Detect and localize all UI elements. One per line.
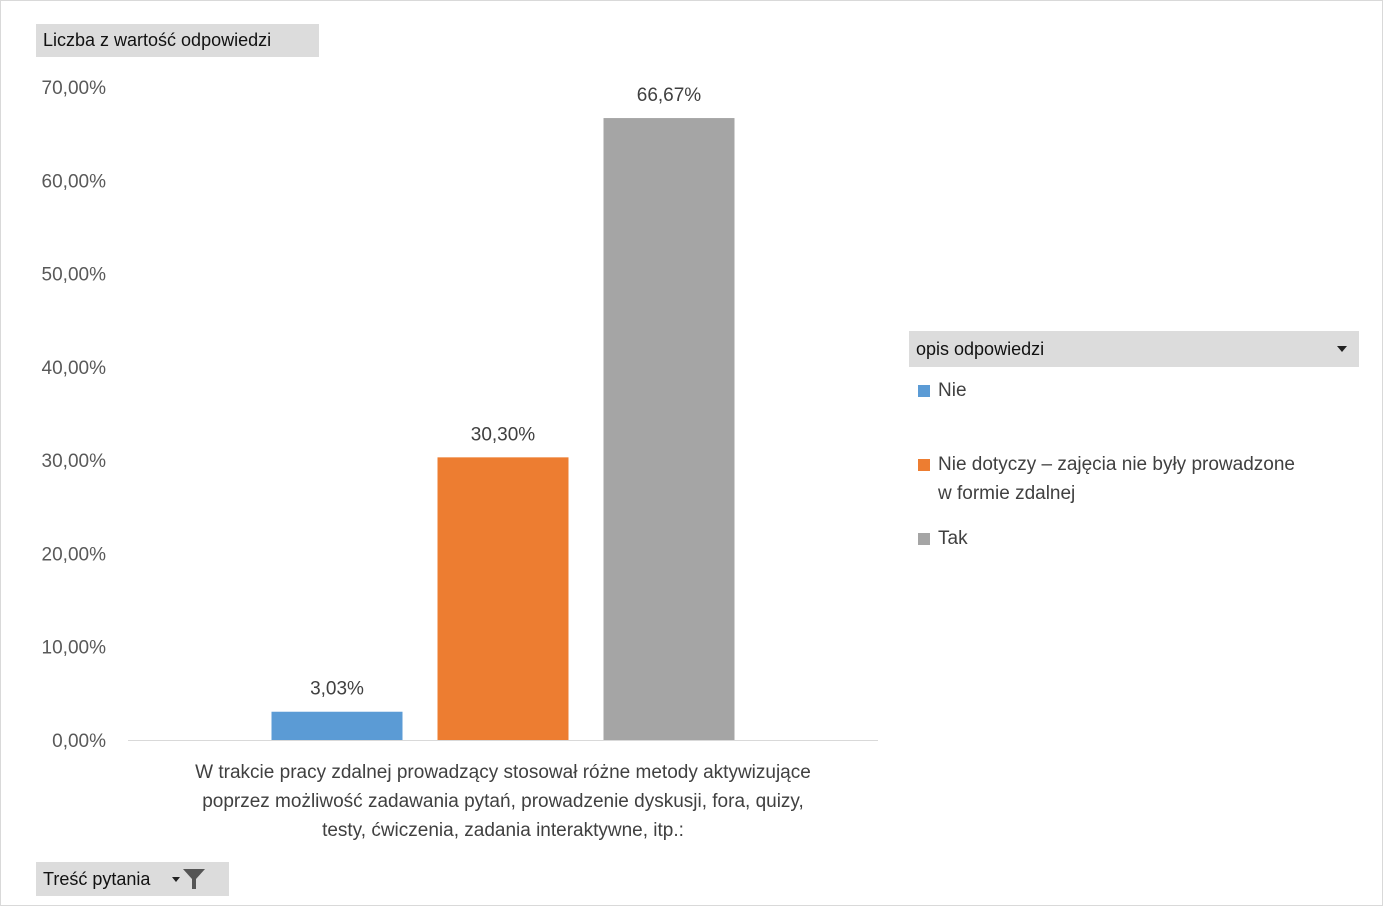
filter-dropdown[interactable] — [172, 867, 206, 891]
chevron-down-icon — [1337, 346, 1347, 352]
data-label: 30,30% — [471, 424, 536, 445]
legend-field-label: opis odpowiedzi — [916, 338, 1045, 359]
y-tick-label: 40,00% — [42, 358, 107, 379]
y-tick-label: 20,00% — [42, 544, 107, 565]
legend: Nie Nie dotyczy – zajęcia nie były prowa… — [918, 376, 1368, 553]
legend-label-line: Nie dotyczy – zajęcia nie były prowadzon… — [938, 454, 1295, 475]
y-tick-label: 60,00% — [42, 171, 107, 192]
y-tick-label: 30,00% — [42, 451, 107, 472]
y-tick-label: 70,00% — [42, 78, 107, 99]
legend-swatch — [918, 459, 930, 471]
category-label-line: poprzez możliwość zadawania pytań, prowa… — [202, 791, 804, 812]
legend-item[interactable]: Nie — [918, 376, 1368, 405]
chevron-down-icon — [172, 876, 181, 882]
bar[interactable] — [603, 118, 735, 740]
bar[interactable] — [271, 711, 403, 740]
category-axis-label: W trakcie pracy zdalnej prowadzący stoso… — [128, 758, 878, 845]
category-label-line: W trakcie pracy zdalnej prowadzący stoso… — [195, 762, 811, 783]
legend-swatch — [918, 385, 930, 397]
value-field-label: Liczba z wartość odpowiedzi — [43, 30, 272, 50]
bar[interactable] — [437, 457, 569, 740]
legend-label: Nie — [938, 380, 967, 401]
data-label: 66,67% — [637, 85, 702, 106]
y-tick-label: 50,00% — [42, 265, 107, 286]
legend-item[interactable]: Nie dotyczy – zajęcia nie były prowadzon… — [918, 450, 1368, 508]
value-field-button[interactable]: Liczba z wartość odpowiedzi — [36, 24, 319, 57]
legend-label-line: w formie zdalnej — [938, 483, 1076, 504]
legend-label: Tak — [938, 528, 968, 549]
legend-field-dropdown[interactable]: opis odpowiedzi — [909, 331, 1359, 367]
category-field-label: Treść pytania — [43, 868, 151, 889]
y-tick-label: 10,00% — [42, 638, 107, 659]
legend-swatch — [918, 533, 930, 545]
legend-label: Nie dotyczy – zajęcia nie były prowadzon… — [938, 450, 1358, 508]
filter-icon — [183, 869, 206, 889]
y-tick-label: 0,00% — [52, 731, 106, 752]
data-label: 3,03% — [310, 679, 364, 700]
category-field-button[interactable]: Treść pytania — [36, 862, 229, 896]
legend-item[interactable]: Tak — [918, 524, 1368, 553]
category-label-line: testy, ćwiczenia, zadania interaktywne, … — [322, 820, 684, 841]
